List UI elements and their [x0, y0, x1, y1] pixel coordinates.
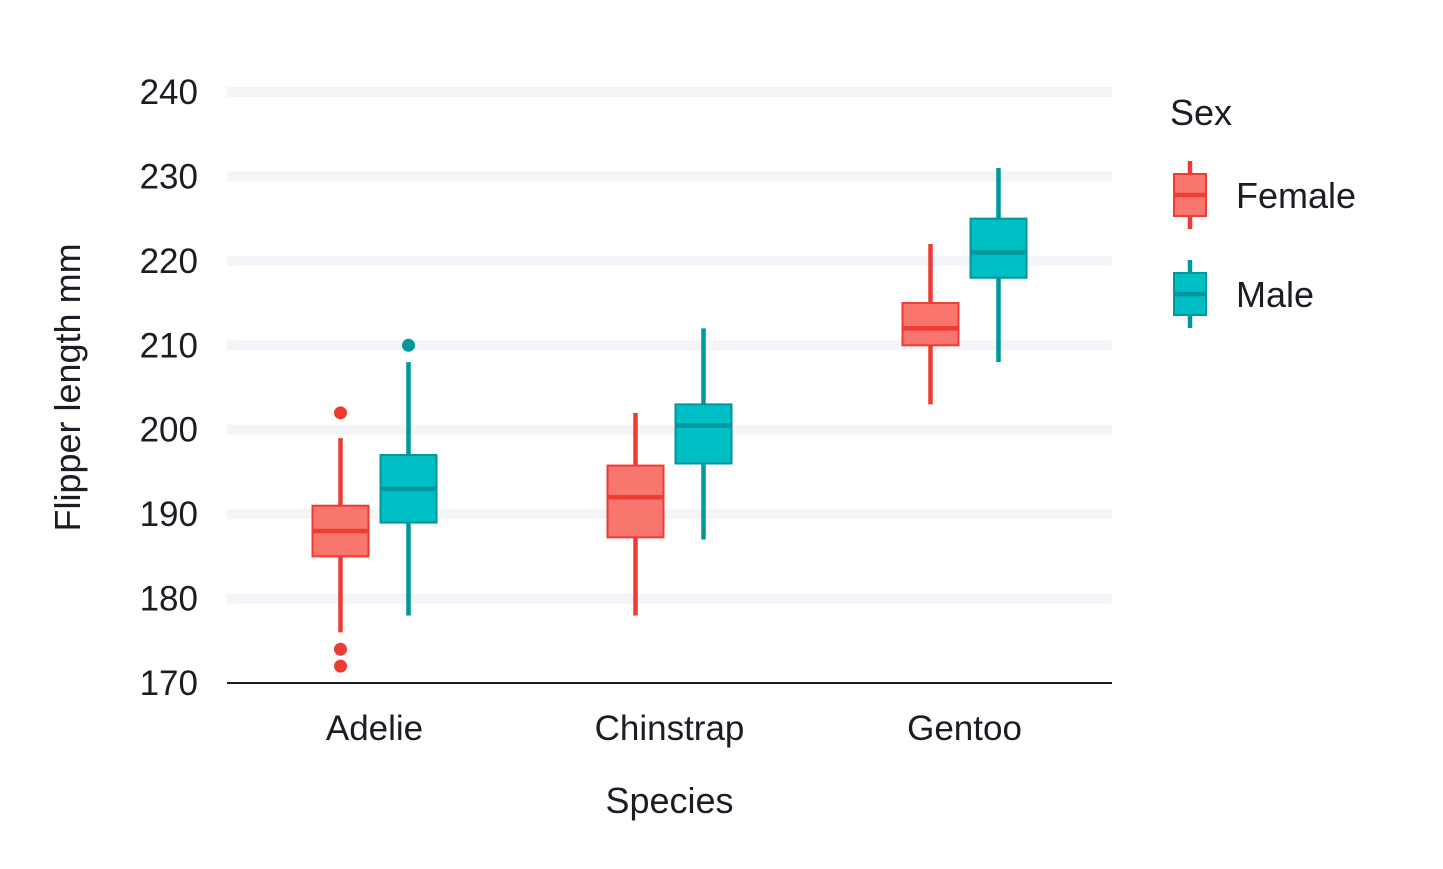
x-tick-label: Chinstrap — [595, 709, 745, 748]
legend-title: Sex — [1170, 92, 1232, 133]
y-tick-label: 200 — [140, 411, 198, 450]
legend-label-female: Female — [1236, 175, 1356, 216]
x-tick-label: Gentoo — [907, 709, 1022, 748]
legend-key-female — [1173, 161, 1207, 229]
outlier-point — [402, 338, 415, 352]
boxplot-female-gentoo — [901, 243, 960, 405]
y-tick-label: 220 — [140, 242, 198, 281]
outlier-point — [334, 406, 347, 420]
y-axis-ticks: 170 180 190 200 210 220 230 240 — [140, 73, 198, 703]
legend-key-male — [1173, 260, 1207, 328]
y-tick-label: 180 — [140, 580, 198, 619]
legend: Sex Female Male — [1170, 92, 1356, 328]
x-axis-ticks: Adelie Chinstrap Gentoo — [326, 709, 1022, 748]
legend-label-male: Male — [1236, 274, 1314, 315]
y-axis-title: Flipper length mm — [47, 243, 88, 531]
x-tick-label: Adelie — [326, 709, 423, 748]
boxplot-male-gentoo — [969, 167, 1028, 363]
iqr-box — [901, 302, 960, 347]
boxplot-male-adelie — [379, 338, 438, 616]
y-tick-label: 210 — [140, 326, 198, 365]
y-tick-label: 230 — [140, 157, 198, 196]
outlier-point — [334, 659, 347, 673]
iqr-box — [674, 403, 733, 465]
iqr-box — [969, 217, 1028, 279]
gridlines — [227, 87, 1112, 604]
boxplot-female-chinstrap — [606, 412, 665, 616]
boxplot-female-adelie — [311, 406, 370, 673]
boxplot-male-chinstrap — [674, 328, 733, 540]
x-axis-title: Species — [605, 780, 733, 821]
iqr-box — [606, 464, 665, 539]
box-layer — [311, 167, 1028, 673]
y-tick-label: 190 — [140, 495, 198, 534]
y-tick-label: 170 — [140, 664, 198, 703]
outlier-point — [334, 642, 347, 656]
y-tick-label: 240 — [140, 73, 198, 112]
